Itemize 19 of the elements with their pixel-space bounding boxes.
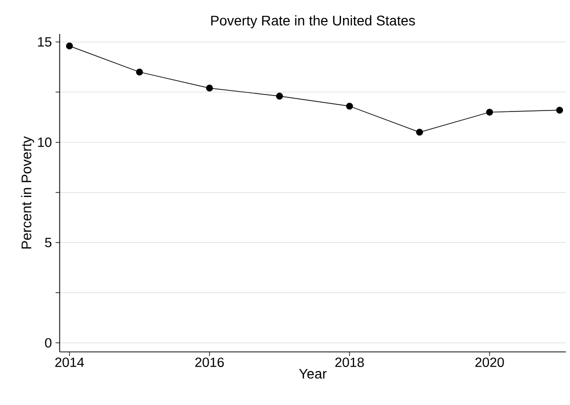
point — [486, 108, 494, 116]
point — [276, 92, 283, 100]
y-tick-label: 10 — [38, 137, 52, 147]
x-tick-label: 2018 — [335, 357, 364, 367]
point — [416, 128, 424, 136]
point — [136, 68, 143, 76]
chart-title: Poverty Rate in the United States — [211, 15, 415, 28]
x-tick-label: 2014 — [55, 357, 84, 367]
y-tick-label: 15 — [38, 37, 52, 46]
x-tick-label: 2020 — [475, 357, 504, 367]
y-axis-title: Percent in Poverty — [21, 136, 34, 248]
y-tick-label: 5 — [45, 238, 52, 248]
x-axis-title: Year — [299, 368, 327, 378]
point — [556, 106, 564, 114]
x-tick-label: 2016 — [195, 357, 224, 367]
y-tick-label: 0 — [45, 338, 52, 348]
point — [66, 42, 73, 50]
point — [206, 84, 213, 92]
point — [346, 102, 353, 110]
